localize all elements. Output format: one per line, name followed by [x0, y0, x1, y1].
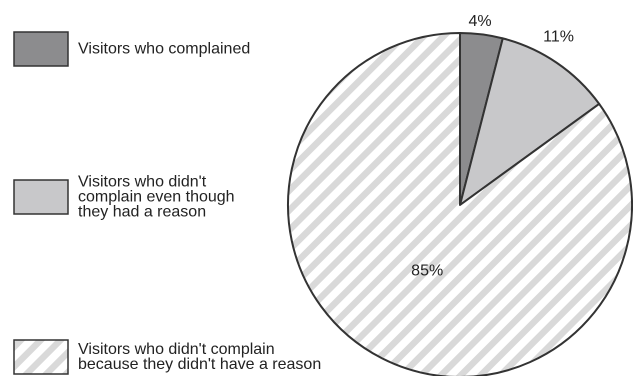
legend-swatch-1: [13, 31, 69, 67]
legend: Visitors who complained Visitors who didn…: [13, 31, 321, 375]
pie-slice-3: [287, 32, 633, 376]
legend-label-1: Visitors who complained: [78, 41, 250, 58]
pie-slices: [287, 32, 633, 376]
pie-slice-2: [459, 37, 601, 206]
legend-swatch-2: [13, 179, 69, 215]
legend-label-2: Visitors who didn't complain even though t…: [78, 174, 235, 221]
slice-label-2: 11%: [543, 29, 574, 46]
legend-swatch-3: [13, 339, 69, 375]
pie-slice-labels: 4% 11% 85%: [411, 13, 574, 279]
legend-label-3: Visitors who didn't complain because they…: [78, 341, 321, 373]
slice-label-1: 4%: [469, 13, 492, 30]
slice-label-3: 85%: [411, 262, 443, 279]
